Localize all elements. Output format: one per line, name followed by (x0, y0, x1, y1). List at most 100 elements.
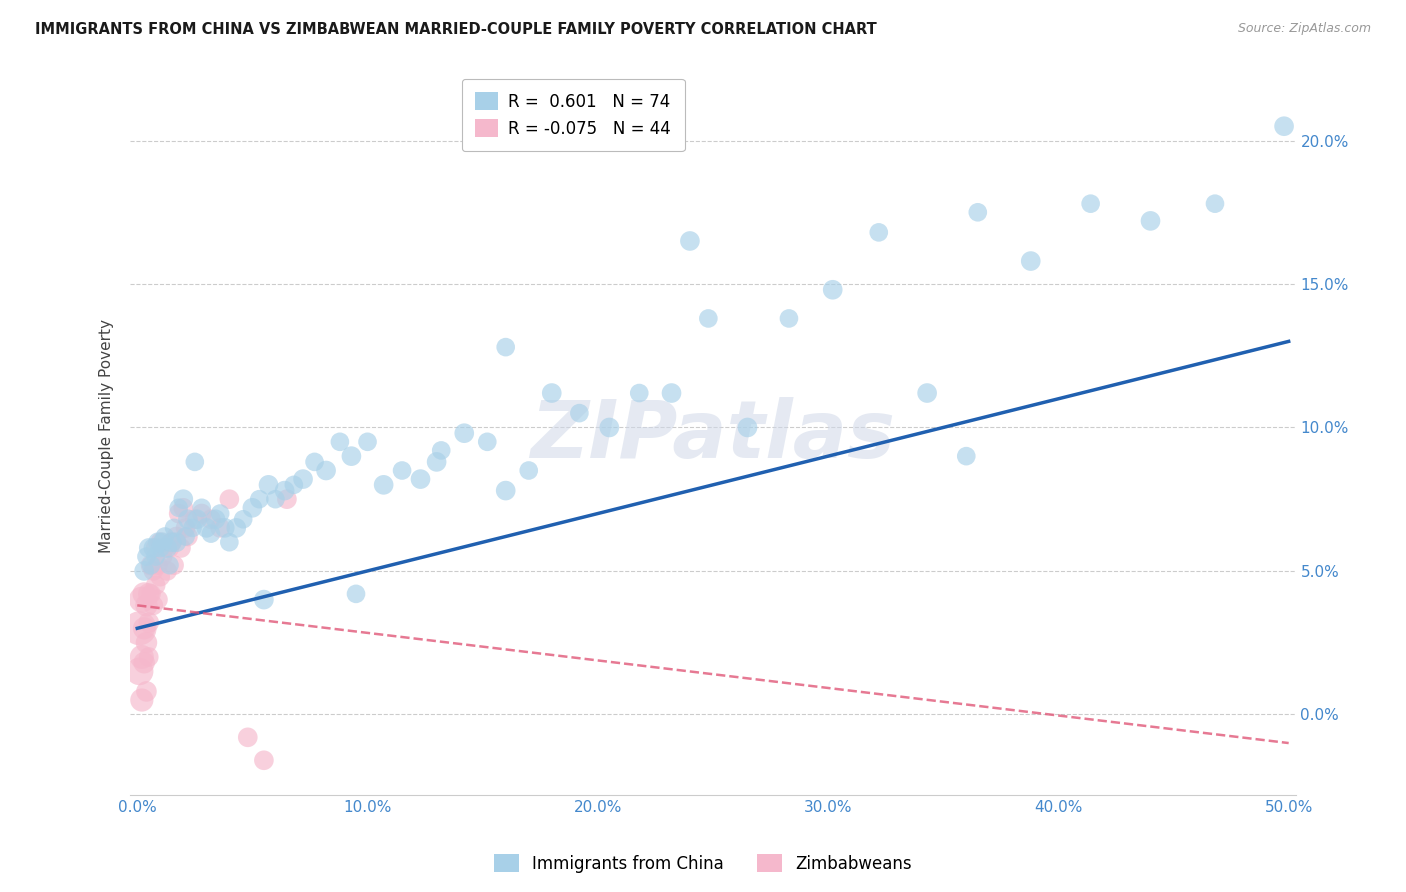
Point (273, 483, 295, 498)
Point (134, 656, 156, 670)
Point (225, 521, 247, 535)
Point (138, 615, 160, 630)
Point (146, 592, 169, 607)
Point (356, 434, 378, 449)
Point (139, 558, 162, 573)
Point (159, 541, 181, 555)
Point (156, 564, 179, 578)
Point (142, 541, 165, 555)
Point (135, 549, 157, 564)
Point (149, 541, 172, 555)
Point (204, 512, 226, 526)
Point (966, 205, 988, 219)
Point (135, 684, 157, 698)
Point (373, 478, 395, 492)
Point (540, 386, 562, 401)
Point (153, 541, 176, 555)
Point (165, 535, 187, 549)
Point (174, 529, 197, 543)
Point (495, 483, 517, 498)
Point (453, 426, 475, 441)
Point (200, 526, 222, 541)
Point (139, 587, 162, 601)
Point (276, 492, 298, 507)
Point (214, 521, 236, 535)
Point (915, 386, 938, 401)
Point (190, 507, 212, 521)
Point (138, 650, 160, 665)
Point (391, 463, 413, 477)
Point (218, 535, 240, 549)
Point (495, 340, 517, 354)
Point (131, 650, 153, 665)
Point (247, 492, 270, 507)
Point (340, 449, 363, 463)
Point (146, 535, 169, 549)
Point (242, 500, 264, 515)
Point (177, 512, 200, 526)
Point (181, 521, 204, 535)
Point (697, 311, 720, 326)
Point (200, 512, 222, 526)
Point (145, 549, 167, 564)
Point (264, 492, 287, 507)
Point (315, 463, 337, 477)
Point (172, 500, 194, 515)
Point (184, 512, 207, 526)
Point (128, 665, 150, 679)
Point (135, 635, 157, 649)
Point (190, 500, 212, 515)
Point (517, 463, 540, 477)
Point (821, 283, 844, 297)
Point (131, 693, 153, 707)
Point (170, 541, 193, 555)
Point (253, 753, 276, 767)
Point (218, 492, 240, 507)
Point (184, 455, 207, 469)
Point (131, 592, 153, 607)
Point (156, 541, 179, 555)
Point (160, 535, 183, 549)
Point (430, 443, 453, 458)
Point (186, 512, 208, 526)
Point (177, 529, 200, 543)
Legend: R =  0.601   N = 74, R = -0.075   N = 44: R = 0.601 N = 74, R = -0.075 N = 44 (461, 78, 685, 151)
Text: Source: ZipAtlas.com: Source: ZipAtlas.com (1237, 22, 1371, 36)
Text: ZIPatlas: ZIPatlas (530, 397, 896, 475)
Point (195, 521, 218, 535)
Point (135, 599, 157, 613)
Point (167, 507, 190, 521)
Point (232, 512, 254, 526)
Point (149, 569, 172, 583)
Legend: Immigrants from China, Zimbabweans: Immigrants from China, Zimbabweans (486, 847, 920, 880)
Point (138, 541, 160, 555)
Point (1019, 254, 1042, 268)
Point (679, 234, 702, 248)
Point (165, 529, 187, 543)
Point (304, 455, 326, 469)
Point (146, 558, 169, 573)
Point (163, 521, 186, 535)
Point (134, 621, 156, 635)
Point (159, 558, 181, 573)
Point (1204, 196, 1226, 211)
Point (134, 587, 156, 601)
Point (142, 599, 165, 613)
Y-axis label: Married-Couple Family Poverty: Married-Couple Family Poverty (100, 319, 114, 553)
Point (868, 226, 890, 240)
Point (598, 420, 620, 434)
Point (134, 564, 156, 578)
Point (737, 420, 759, 434)
Point (163, 558, 186, 573)
Point (145, 578, 167, 592)
Point (292, 472, 315, 486)
Point (257, 478, 280, 492)
Point (661, 386, 683, 401)
Point (209, 507, 232, 521)
Point (426, 455, 449, 469)
Point (152, 535, 174, 549)
Point (1080, 196, 1102, 211)
Point (145, 541, 167, 555)
Point (236, 731, 259, 745)
Point (128, 621, 150, 635)
